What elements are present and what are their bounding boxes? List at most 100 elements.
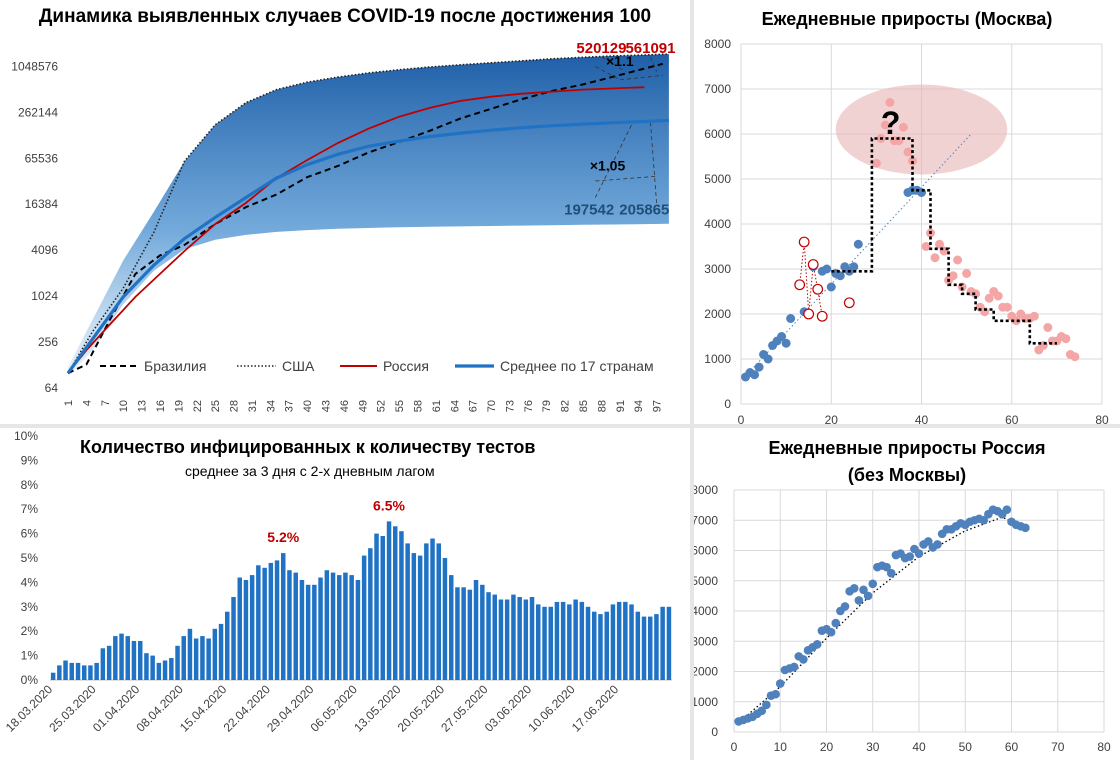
chart4-point <box>762 700 771 710</box>
chart2-ytick: 3000 <box>704 262 731 276</box>
chart1-xtick: 94 <box>633 400 645 412</box>
chart4-point <box>854 596 864 605</box>
chart3-bar <box>368 548 373 680</box>
chart3-bar <box>616 601 622 680</box>
chart3-bar <box>411 553 417 680</box>
chart1-annotation: 197542 <box>564 202 614 219</box>
chart2-pink-point <box>903 147 913 157</box>
chart3-bar <box>150 655 155 680</box>
chart3-bar <box>281 553 286 680</box>
chart4-point <box>1002 505 1012 514</box>
chart2-ytick: 0 <box>724 397 731 411</box>
chart3-ytick: 9% <box>21 453 39 467</box>
chart3-bar <box>169 658 174 680</box>
chart2-pink-point <box>871 158 881 168</box>
chart2-hollow-point <box>798 236 810 248</box>
chart1-xtick: 43 <box>321 400 333 412</box>
chart3-bar <box>623 601 628 680</box>
chart3-bar <box>287 570 292 680</box>
chart3-bar <box>436 543 441 680</box>
chart1-xtick: 97 <box>652 400 664 412</box>
chart3-bar <box>256 565 261 680</box>
chart4-xtick: 70 <box>1051 740 1065 754</box>
chart2-xtick: 60 <box>1005 413 1019 424</box>
chart1-ytick: 16384 <box>25 197 59 211</box>
chart4-point <box>905 552 915 561</box>
chart4-point <box>886 568 896 578</box>
chart3-bar <box>237 577 242 680</box>
chart4-point <box>933 540 942 549</box>
chart2-ytick: 5000 <box>704 172 731 186</box>
chart3-bar <box>200 636 205 680</box>
chart2-hollow-point <box>812 283 824 295</box>
chart3-bar <box>449 575 454 680</box>
chart1-xtick: 64 <box>449 400 461 412</box>
chart4-ytick: 7000 <box>694 513 718 527</box>
chart4-point <box>914 549 924 558</box>
chart3-bar <box>648 616 653 680</box>
chart1-xtick: 4 <box>81 400 93 406</box>
chart2-hollow-point <box>843 297 855 309</box>
chart1-guide <box>601 56 627 72</box>
chart4-point <box>812 639 822 649</box>
chart2-pink-point <box>962 269 972 278</box>
chart1-legend-label: США <box>282 358 315 374</box>
chart1-xtick: 25 <box>210 400 222 412</box>
chart4-ytick: 0 <box>711 725 718 739</box>
chart3-bar <box>349 575 354 680</box>
chart-panel-tests: 0% 1% 2% 3% 4% 5% 6% 7% 8% 9% 10% 18.03.2020 25.03.2… <box>0 428 690 760</box>
chart4-xtick: 50 <box>959 740 973 754</box>
chart2-ytick: 6000 <box>704 127 731 141</box>
chart2-pink-point <box>880 120 890 130</box>
chart1-xtick: 1 <box>63 400 75 406</box>
chart2-pink-point <box>1011 316 1021 326</box>
chart3-bar <box>536 604 541 680</box>
chart4-point <box>868 579 878 589</box>
chart3-bar <box>299 580 305 680</box>
chart1-xtick: 37 <box>284 400 296 412</box>
chart4-point <box>840 602 850 611</box>
chart2-red-dotted-line <box>799 241 823 317</box>
chart1-ytick: 262144 <box>18 105 58 119</box>
chart3-bar <box>187 628 193 680</box>
chart1-xtick: 22 <box>192 400 204 412</box>
chart3-bar <box>293 572 298 680</box>
chart-panel-cases: Динамика выявленных случаев COVID-19 пос… <box>0 0 690 424</box>
chart4-point <box>882 562 891 572</box>
chart2-xtick: 0 <box>738 413 745 424</box>
chart2-hollow-point <box>816 310 828 322</box>
chart3-bar <box>517 597 522 680</box>
chart2-ytick: 1000 <box>704 352 731 366</box>
chart4-xtick: 20 <box>820 740 834 754</box>
chart2-step-line <box>831 137 1057 345</box>
chart3-ytick: 4% <box>21 575 39 589</box>
chart3-ytick: 0% <box>21 673 39 687</box>
chart3-bar <box>592 611 597 680</box>
chart3-annotation: 6.5% <box>373 497 405 513</box>
chart1-series-line <box>67 62 663 375</box>
chart3-bar <box>430 538 435 680</box>
chart3-bar <box>554 601 560 680</box>
chart1-xtick: 82 <box>560 400 572 412</box>
chart1-guide <box>650 122 657 204</box>
chart3-bar <box>666 606 672 680</box>
chart4-xtick: 30 <box>866 740 880 754</box>
chart4-point <box>771 689 780 699</box>
chart3-bar <box>63 660 68 680</box>
chart4-ytick: 3000 <box>694 634 718 648</box>
chart3-bar <box>361 555 367 680</box>
chart3-bar <box>660 606 665 680</box>
chart1-xtick: 73 <box>504 400 516 412</box>
chart3-bar <box>119 633 124 680</box>
chart2-blue-point <box>835 271 845 281</box>
chart3-bar <box>162 660 168 680</box>
chart2-pink-point <box>935 239 945 249</box>
chart3-bar <box>393 526 398 680</box>
chart4-point <box>863 591 873 601</box>
chart3-bar <box>175 645 180 680</box>
chart1-guide <box>595 66 663 81</box>
chart1-xtick: 49 <box>357 400 369 412</box>
chart2-pink-point <box>921 242 931 251</box>
chart1-xtick: 34 <box>265 400 277 412</box>
